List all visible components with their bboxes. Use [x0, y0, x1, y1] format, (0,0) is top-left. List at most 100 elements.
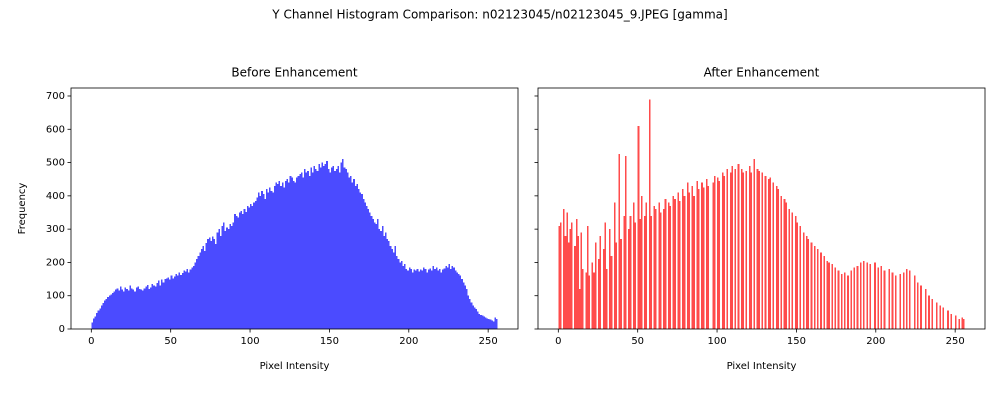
bar [799, 225, 802, 329]
x-tick-label: 250 [479, 336, 498, 347]
bar [126, 289, 128, 329]
bar [574, 245, 576, 329]
bar [286, 179, 289, 329]
x-tick-label: 0 [88, 336, 94, 347]
bar [397, 259, 400, 329]
bar [351, 182, 354, 329]
bar [494, 317, 497, 329]
bar [221, 225, 224, 329]
bar [667, 202, 670, 329]
bar [178, 272, 181, 329]
bar [721, 172, 724, 329]
bar [653, 205, 656, 329]
bar [380, 230, 382, 329]
bar [899, 274, 902, 329]
bar [407, 270, 409, 329]
bar [936, 302, 938, 329]
bar [920, 285, 922, 329]
bar [717, 177, 719, 329]
bar [613, 202, 616, 329]
bar [566, 212, 568, 329]
bar [415, 270, 417, 329]
bar [316, 170, 319, 329]
bar [475, 309, 478, 329]
bar [197, 255, 200, 329]
bar [307, 170, 309, 329]
bar [248, 207, 251, 329]
bar [796, 222, 799, 329]
bar [707, 185, 710, 329]
bar [156, 283, 158, 329]
bar [108, 295, 111, 329]
bar [372, 219, 374, 329]
bar [477, 311, 479, 329]
bar [429, 268, 432, 329]
bar [404, 264, 406, 329]
bar [942, 307, 945, 329]
bar [639, 219, 641, 329]
bar [740, 169, 743, 329]
bar [357, 189, 360, 329]
bar [446, 267, 449, 329]
figure-title: Y Channel Histogram Comparison: n0212304… [271, 8, 727, 22]
bar [408, 267, 411, 329]
bar [188, 272, 190, 329]
bar [245, 211, 247, 329]
y-tick-label: 500 [46, 158, 65, 169]
bar [486, 318, 489, 329]
bar [810, 242, 813, 329]
bar [602, 249, 605, 329]
bar [165, 278, 168, 329]
bar [342, 159, 344, 329]
bar [950, 314, 952, 329]
bar [359, 192, 362, 329]
bar [346, 172, 349, 329]
bar [632, 202, 635, 329]
bar [213, 239, 216, 329]
bar [496, 319, 498, 329]
x-tick-label: 100 [241, 336, 260, 347]
bar [826, 260, 829, 329]
bar [456, 272, 458, 329]
bar [116, 288, 119, 329]
bar [356, 184, 358, 329]
bar [362, 199, 365, 329]
bar [847, 275, 849, 329]
bar [183, 270, 185, 329]
bar [777, 189, 779, 329]
bar [280, 185, 282, 329]
bar [259, 195, 262, 329]
bar [567, 242, 570, 329]
bar [243, 209, 246, 329]
bar [204, 250, 206, 329]
bar [729, 172, 732, 329]
bar [623, 215, 625, 329]
bar [702, 187, 705, 329]
bar [618, 154, 621, 329]
bar [769, 177, 772, 329]
bar [445, 265, 447, 329]
bar [384, 232, 387, 329]
bar [373, 222, 376, 329]
bar [737, 164, 740, 329]
y-tick-label: 600 [46, 124, 65, 135]
bar [216, 232, 219, 329]
bar [644, 215, 646, 329]
bar [794, 215, 797, 329]
bar [246, 205, 249, 329]
bar [448, 264, 451, 329]
bar [375, 224, 378, 329]
bar [917, 282, 919, 329]
bar [251, 205, 254, 329]
bar [319, 167, 322, 329]
bar [105, 299, 108, 329]
bar [888, 269, 891, 329]
bar [272, 192, 274, 329]
bar [388, 240, 390, 329]
bar [484, 317, 487, 329]
bar [254, 200, 257, 329]
bar [850, 270, 852, 329]
bar [788, 209, 791, 329]
bar [361, 194, 363, 329]
bar [963, 319, 965, 329]
